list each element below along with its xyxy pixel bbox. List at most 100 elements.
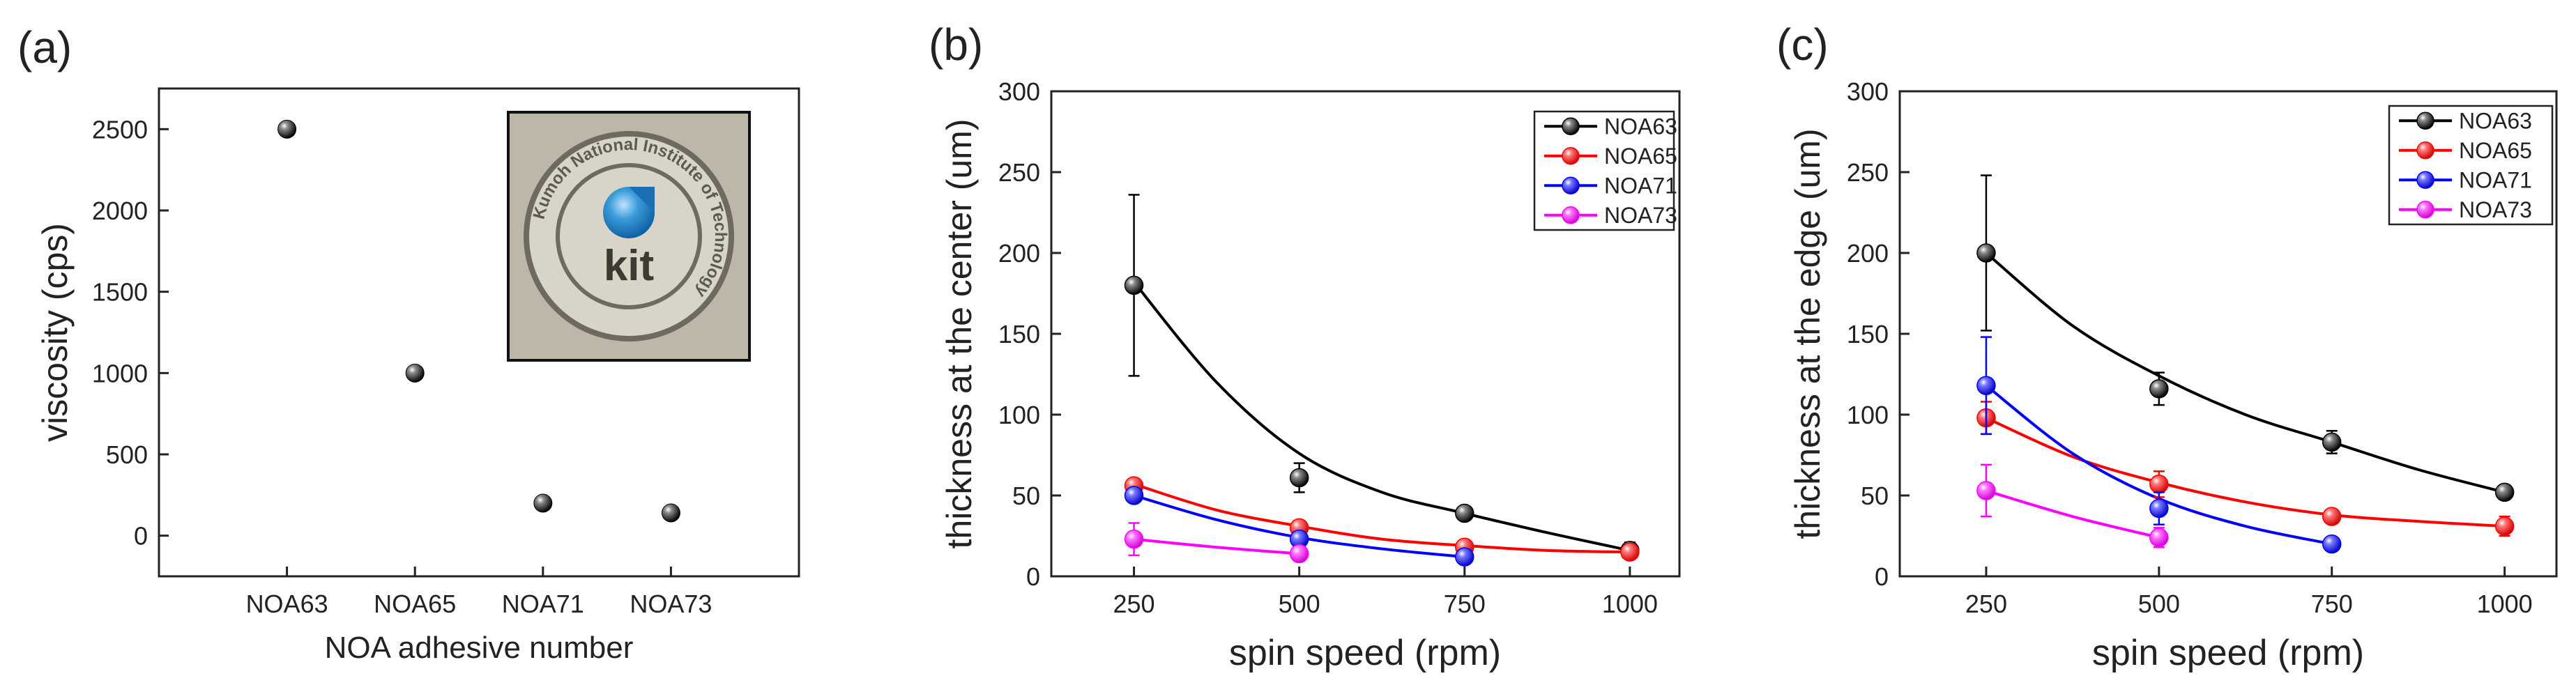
legend-label-noa73: NOA73 bbox=[2459, 197, 2532, 222]
panel-label-a: (a) bbox=[17, 22, 72, 72]
data-points-a bbox=[277, 119, 680, 523]
fit-lines-c bbox=[1985, 252, 2506, 546]
x-axis-b: 250 500 750 1000 bbox=[1113, 567, 1658, 618]
data-point-noa71 bbox=[1976, 376, 1996, 395]
x-tick-label-a: NOA65 bbox=[374, 590, 456, 618]
data-point-noa65 bbox=[2322, 507, 2342, 526]
x-tick-label-a: NOA63 bbox=[246, 590, 328, 618]
legend-label-noa65: NOA65 bbox=[2459, 138, 2532, 163]
y-tick-label-b: 50 bbox=[1012, 482, 1040, 510]
x-tick-label-a: NOA73 bbox=[630, 590, 712, 618]
legend-marker-noa63 bbox=[1562, 117, 1580, 135]
x-tick-label-a: NOA71 bbox=[502, 590, 584, 618]
legend-frame-c bbox=[2388, 105, 2554, 226]
axis-label-x-a: NOA adhesive number bbox=[325, 631, 634, 665]
y-tick-label-c: 250 bbox=[1847, 158, 1889, 187]
axis-label-x-b: spin speed (rpm) bbox=[1229, 633, 1501, 673]
legend-label-noa73: NOA73 bbox=[1604, 203, 1677, 228]
fit-line-noa63 bbox=[1133, 281, 1631, 552]
legend-frame-b bbox=[1533, 110, 1675, 231]
legend-marker-noa65 bbox=[1562, 147, 1580, 165]
panel-label-c: (c) bbox=[1776, 20, 1829, 70]
data-point-noa63 bbox=[1289, 468, 1309, 488]
data-point-noa63 bbox=[1455, 503, 1474, 523]
axis-label-y-c: thickness at the edge (um) bbox=[1788, 128, 1827, 539]
data-point-noa73 bbox=[1976, 481, 1996, 500]
y-axis-a: 0 500 1000 1500 2000 2500 bbox=[92, 115, 169, 551]
y-tick-label-b: 250 bbox=[998, 158, 1040, 187]
y-tick-label-a: 500 bbox=[106, 440, 148, 469]
data-point-a bbox=[533, 493, 553, 513]
y-tick-label-b: 200 bbox=[998, 239, 1040, 268]
x-tick-label-c: 750 bbox=[2311, 590, 2353, 618]
y-axis-b: 0 50 100 150 200 250 300 bbox=[998, 77, 1061, 591]
y-tick-label-b: 300 bbox=[998, 77, 1040, 106]
logo-drop-tip bbox=[629, 187, 655, 213]
data-point-noa63 bbox=[2322, 432, 2342, 452]
data-point-noa65 bbox=[2494, 516, 2515, 536]
data-points-c bbox=[1976, 174, 2515, 554]
fit-line-noa73 bbox=[1986, 489, 2160, 539]
y-tick-label-a: 2500 bbox=[92, 115, 148, 144]
axis-label-x-c: spin speed (rpm) bbox=[2092, 633, 2364, 673]
legend-marker-noa73 bbox=[2416, 201, 2434, 219]
legend-label-noa63: NOA63 bbox=[1604, 114, 1677, 139]
y-tick-label-b: 100 bbox=[998, 401, 1040, 429]
panel-c: (c) 0 50 100 150 200 250 300 250 500 750 1000 NOA… bbox=[1776, 20, 2558, 673]
data-point-noa73 bbox=[2149, 528, 2169, 548]
y-tick-label-c: 0 bbox=[1875, 562, 1889, 591]
axis-label-y-a: viscosity (cps) bbox=[36, 223, 75, 442]
data-point-noa71 bbox=[2322, 534, 2342, 554]
data-point-a bbox=[277, 119, 297, 139]
y-tick-label-c: 50 bbox=[1861, 482, 1889, 510]
y-tick-label-a: 1000 bbox=[92, 359, 148, 387]
legend-label-noa71: NOA71 bbox=[2459, 167, 2532, 192]
legend-marker-noa65 bbox=[2416, 141, 2434, 160]
data-point-noa71 bbox=[1455, 547, 1474, 567]
axis-label-y-b: thickness at the center (um) bbox=[940, 119, 979, 549]
data-point-a bbox=[405, 363, 425, 383]
legend-label-noa71: NOA71 bbox=[1604, 173, 1677, 198]
x-axis-a: NOA63 NOA65 NOA71 NOA73 bbox=[246, 567, 712, 618]
inset-logo: Kumoh National Institute of Technology k… bbox=[507, 111, 751, 362]
x-tick-label-c: 500 bbox=[2138, 590, 2180, 618]
data-point-noa73 bbox=[1289, 544, 1309, 564]
legend-c: NOA63 NOA65 NOA71 NOA73 bbox=[2388, 105, 2554, 226]
fit-line-noa65 bbox=[1133, 482, 1630, 554]
data-point-a bbox=[661, 503, 680, 523]
legend-marker-noa71 bbox=[2416, 171, 2434, 189]
y-tick-label-a: 0 bbox=[134, 522, 148, 551]
y-tick-label-a: 1500 bbox=[92, 278, 148, 307]
panel-a: (a) 0 500 1000 1500 2000 2500 NOA63 NOA65 NOA71… bbox=[17, 22, 800, 665]
x-tick-label-c: 250 bbox=[1965, 590, 2007, 618]
y-tick-label-c: 200 bbox=[1847, 239, 1889, 268]
data-point-noa73 bbox=[1124, 529, 1144, 549]
panel-b: (b) 0 50 100 150 200 250 300 250 500 750 1000 NOA… bbox=[929, 20, 1681, 673]
fit-line-noa65 bbox=[1986, 416, 2505, 528]
data-point-noa71 bbox=[2149, 498, 2169, 518]
data-points-b bbox=[1124, 194, 1640, 567]
x-tick-label-b: 500 bbox=[1279, 590, 1320, 618]
data-point-noa63 bbox=[1976, 243, 1996, 263]
fit-lines-b bbox=[1133, 281, 1631, 559]
x-tick-label-b: 1000 bbox=[1602, 590, 1658, 618]
legend-label-noa63: NOA63 bbox=[2459, 108, 2532, 133]
legend-marker-noa63 bbox=[2416, 112, 2434, 130]
y-tick-label-b: 150 bbox=[998, 320, 1040, 348]
y-tick-label-c: 100 bbox=[1847, 401, 1889, 429]
x-axis-c: 250 500 750 1000 bbox=[1965, 567, 2533, 618]
legend-marker-noa73 bbox=[1562, 206, 1580, 224]
x-tick-label-b: 250 bbox=[1113, 590, 1155, 618]
data-point-noa65 bbox=[1620, 542, 1640, 562]
y-tick-label-a: 2000 bbox=[92, 197, 148, 225]
y-tick-label-b: 0 bbox=[1026, 562, 1040, 591]
legend-label-noa65: NOA65 bbox=[1604, 144, 1677, 169]
data-point-noa63 bbox=[1124, 275, 1144, 295]
legend-marker-noa71 bbox=[1562, 176, 1580, 194]
legend-b: NOA63 NOA65 NOA71 NOA73 bbox=[1533, 110, 1677, 231]
y-tick-label-c: 150 bbox=[1847, 320, 1889, 348]
x-tick-label-b: 750 bbox=[1444, 590, 1486, 618]
data-point-noa65 bbox=[2149, 475, 2169, 494]
data-point-noa71 bbox=[1124, 486, 1144, 505]
